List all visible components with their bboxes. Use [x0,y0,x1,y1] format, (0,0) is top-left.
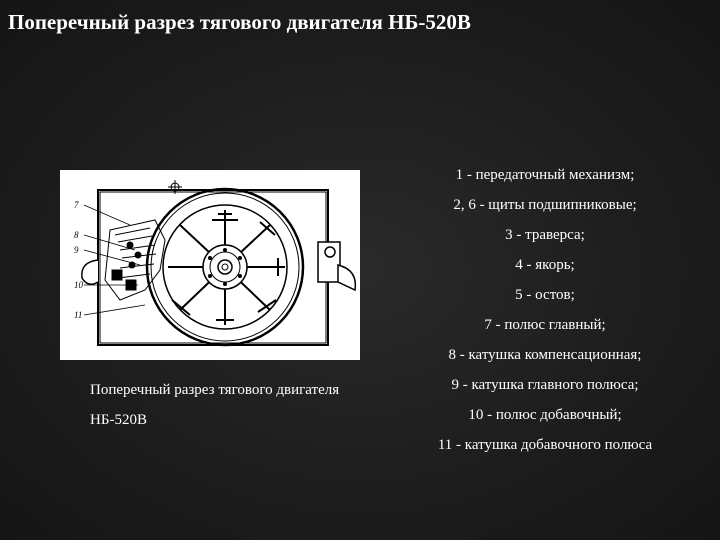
legend-item: 3 - траверса; [380,220,710,250]
legend-list: 1 - передаточный механизм; 2, 6 - щиты п… [380,160,710,460]
svg-text:9: 9 [74,245,79,255]
legend-item: 2, 6 - щиты подшипниковые; [380,190,710,220]
motor-diagram: 7 8 9 10 11 [60,170,360,360]
legend-item: 11 - катушка добавочного полюса [380,430,710,460]
legend-item: 7 - полюс главный; [380,310,710,340]
legend-item: 9 - катушка главного полюса; [380,370,710,400]
legend-item: 4 - якорь; [380,250,710,280]
page-title: Поперечный разрез тягового двигателя НБ-… [8,10,471,35]
legend-item: 1 - передаточный механизм; [380,160,710,190]
motor-cross-section-svg: 7 8 9 10 11 [60,170,360,360]
svg-text:11: 11 [74,310,82,320]
svg-text:8: 8 [74,230,79,240]
svg-text:7: 7 [74,200,79,210]
legend-item: 10 - полюс добавочный; [380,400,710,430]
diagram-caption: Поперечный разрез тягового двигателя НБ-… [90,375,350,435]
legend-item: 8 - катушка компенсационная; [380,340,710,370]
legend-item: 5 - остов; [380,280,710,310]
svg-text:10: 10 [74,280,84,290]
